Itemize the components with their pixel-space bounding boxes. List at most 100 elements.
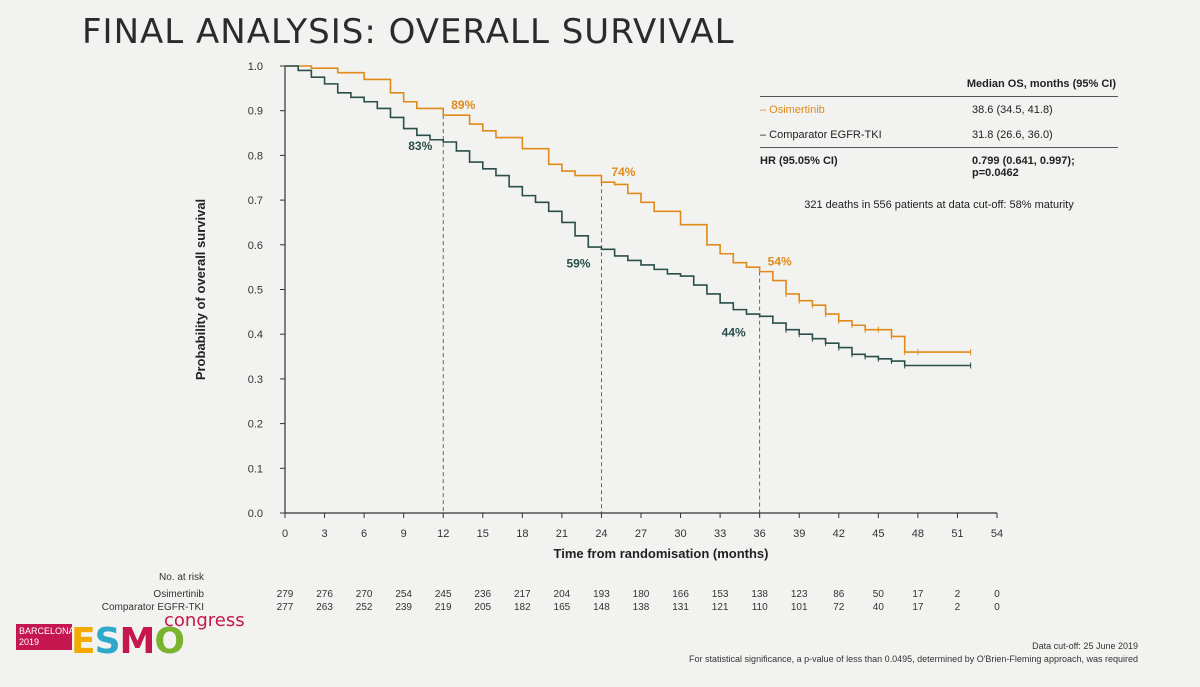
y-tick-label: 0.9 — [248, 106, 263, 118]
at-risk-value: 2 — [955, 602, 961, 613]
data-cutoff: Data cut-off: 25 June 2019 — [1032, 641, 1138, 651]
at-risk-value: 166 — [672, 589, 689, 600]
y-tick-label: 0.5 — [248, 285, 263, 297]
x-tick-label: 39 — [793, 528, 805, 540]
at-risk-value: 180 — [633, 589, 650, 600]
reference-lines — [442, 115, 761, 513]
x-tick-label: 42 — [833, 528, 845, 540]
y-tick-label: 0.3 — [248, 374, 263, 386]
x-tick-label: 45 — [872, 528, 884, 540]
logo-letter-o: O — [154, 621, 185, 662]
legend-table: Median OS, months (95% CI) – Osimertinib… — [760, 74, 1118, 211]
legend-row-comparator: – Comparator EGFR-TKI 31.8 (26.6, 36.0) — [760, 122, 1118, 147]
y-axis-label: Probability of overall survival — [193, 199, 208, 380]
x-tick-label: 21 — [556, 528, 568, 540]
at-risk-value: 236 — [474, 589, 491, 600]
annotation-89pct: 89% — [451, 98, 475, 112]
series-line-osimertinib — [285, 65, 971, 353]
legend-value-comparator: 31.8 (26.6, 36.0) — [972, 129, 1053, 141]
maturity-note: 321 deaths in 556 patients at data cut-o… — [804, 199, 1074, 211]
at-risk-value: 205 — [474, 602, 491, 613]
x-tick-label: 30 — [674, 528, 686, 540]
y-tick-label: 1.0 — [248, 61, 263, 73]
hr-value: 0.799 (0.641, 0.997); p=0.0462 — [972, 155, 1075, 179]
x-tick-label: 48 — [912, 528, 924, 540]
at-risk-value: 263 — [316, 602, 333, 613]
axes: 0.00.10.20.30.40.50.60.70.80.91.00 3 6 9 12 1… — [248, 61, 1003, 540]
at-risk-row-label: Osimertinib — [153, 589, 204, 600]
at-risk-value: 165 — [554, 602, 571, 613]
x-tick-label: 15 — [477, 528, 489, 540]
y-tick-label: 0.6 — [248, 240, 263, 252]
x-tick-label: 3 — [321, 528, 327, 540]
at-risk-value: 40 — [873, 602, 885, 613]
logo-year: 2019 — [19, 637, 40, 647]
at-risk-value: 245 — [435, 589, 452, 600]
x-tick-label: 9 — [401, 528, 407, 540]
logo-brand: ESMO — [71, 621, 185, 662]
x-tick-label: 6 — [361, 528, 367, 540]
at-risk-header: No. at risk — [159, 572, 205, 583]
at-risk-value: 17 — [912, 589, 924, 600]
x-tick-label: 33 — [714, 528, 726, 540]
annotation-59pct: 59% — [566, 256, 590, 270]
hr-label: HR (95.05% CI) — [760, 155, 838, 167]
y-tick-label: 0.1 — [248, 463, 263, 475]
x-tick-label: 51 — [951, 528, 963, 540]
annotation-74pct: 74% — [611, 165, 635, 179]
logo-letter-e: E — [71, 621, 96, 662]
at-risk-value: 2 — [955, 589, 961, 600]
at-risk-value: 252 — [356, 602, 373, 613]
at-risk-row-label: Comparator EGFR-TKI — [102, 602, 204, 613]
at-risk-value: 239 — [395, 602, 412, 613]
legend-header: Median OS, months (95% CI) — [760, 74, 1118, 97]
at-risk-value: 72 — [833, 602, 845, 613]
y-tick-label: 0.0 — [248, 508, 263, 520]
logo-congress: congress — [164, 610, 245, 631]
at-risk-value: 123 — [791, 589, 808, 600]
at-risk-value: 86 — [833, 589, 845, 600]
x-tick-label: 12 — [437, 528, 449, 540]
logo-letter-s: S — [94, 621, 121, 662]
series-lines — [285, 65, 972, 369]
annotation-44pct: 44% — [722, 325, 746, 339]
logo-city: BARCELONA 2019 — [16, 624, 75, 650]
annotation-54pct: 54% — [768, 255, 792, 269]
annotations: 89% 74% 54% 83% 59% 44% — [408, 98, 792, 339]
at-risk-value: 217 — [514, 589, 531, 600]
at-risk-value: 276 — [316, 589, 333, 600]
annotation-83pct: 83% — [408, 139, 432, 153]
at-risk-value: 270 — [356, 589, 373, 600]
legend-row-hr: HR (95.05% CI) 0.799 (0.641, 0.997); p=0… — [760, 147, 1118, 185]
at-risk-value: 138 — [633, 602, 650, 613]
x-tick-label: 24 — [595, 528, 607, 540]
at-risk-value: 110 — [752, 602, 768, 613]
at-risk-value: 153 — [712, 589, 729, 600]
at-risk-value: 204 — [554, 589, 571, 600]
at-risk-value: 193 — [593, 589, 610, 600]
logo-letter-m: M — [119, 621, 156, 662]
at-risk-table: No. at risk Osimertinib 279 276 270 254 245 236… — [102, 572, 1000, 613]
logo-city-name: BARCELONA — [19, 626, 75, 636]
at-risk-value: 0 — [994, 589, 1000, 600]
at-risk-value: 50 — [873, 589, 885, 600]
significance-note: For statistical significance, a p-value … — [689, 654, 1138, 664]
y-tick-label: 0.8 — [248, 150, 263, 162]
y-tick-label: 0.4 — [248, 329, 263, 341]
x-tick-label: 36 — [754, 528, 766, 540]
x-axis-label: Time from randomisation (months) — [554, 546, 769, 561]
x-tick-label: 0 — [282, 528, 288, 540]
series-line-comparator — [285, 65, 971, 367]
y-tick-label: 0.2 — [248, 419, 263, 431]
at-risk-value: 131 — [672, 602, 689, 613]
at-risk-value: 0 — [994, 602, 1000, 613]
page-title: FINAL ANALYSIS: OVERALL SURVIVAL — [82, 12, 735, 52]
at-risk-value: 182 — [514, 602, 531, 613]
at-risk-value: 279 — [277, 589, 294, 600]
x-tick-label: 54 — [991, 528, 1003, 540]
at-risk-value: 148 — [593, 602, 610, 613]
at-risk-value: 254 — [395, 589, 412, 600]
x-tick-label: 18 — [516, 528, 528, 540]
at-risk-value: 277 — [277, 602, 294, 613]
